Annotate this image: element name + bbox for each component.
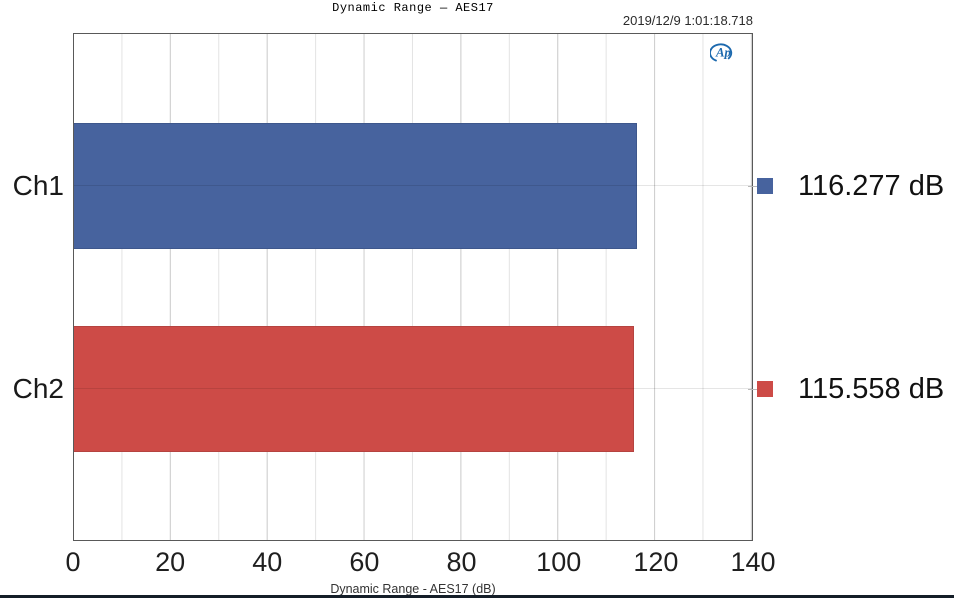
x-tick-label: 80: [446, 547, 477, 577]
gridline-row-ch2: [74, 387, 752, 389]
chart-title: Dynamic Range — AES17: [332, 1, 494, 15]
timestamp: 2019/12/9 1:01:18.718: [622, 13, 753, 28]
bar-ch2: [74, 325, 634, 453]
gridline-row-ch1: [74, 185, 752, 187]
legend-value-ch1: 116.277 dB: [798, 169, 945, 202]
right-tick-ch1: [748, 186, 757, 187]
right-tick-ch2: [748, 389, 757, 390]
ap-logo-swoosh: [710, 43, 733, 62]
x-tick-label: 100: [536, 547, 582, 577]
ap-logo-icon: Ap: [710, 43, 733, 62]
x-tick-label: 20: [155, 547, 186, 577]
legend-row-ch1: 116.277 dB: [757, 166, 944, 206]
category-label-ch1: Ch1: [12, 170, 64, 201]
x-tick-label: 0: [65, 547, 81, 577]
x-axis-title: Dynamic Range - AES17 (dB): [330, 582, 496, 596]
x-tick-label: 140: [730, 547, 776, 577]
legend-marker-ch2: [757, 381, 773, 397]
bar-ch1: [74, 122, 638, 250]
category-label-ch2: Ch2: [12, 373, 64, 404]
x-tick-label: 120: [633, 547, 679, 577]
legend-value-ch2: 115.558 dB: [798, 372, 945, 405]
x-axis-ticks: 0 20 40 60 80 100 120 140: [65, 546, 775, 580]
ap-logo-text: Ap: [715, 45, 731, 59]
legend-marker-ch1: [757, 178, 773, 194]
plot-area: Ap: [73, 33, 753, 541]
x-tick-label: 60: [349, 547, 380, 577]
legend-row-ch2: 115.558 dB: [757, 369, 944, 409]
window-bottom-edge: [0, 595, 954, 598]
x-tick-label: 40: [252, 547, 283, 577]
